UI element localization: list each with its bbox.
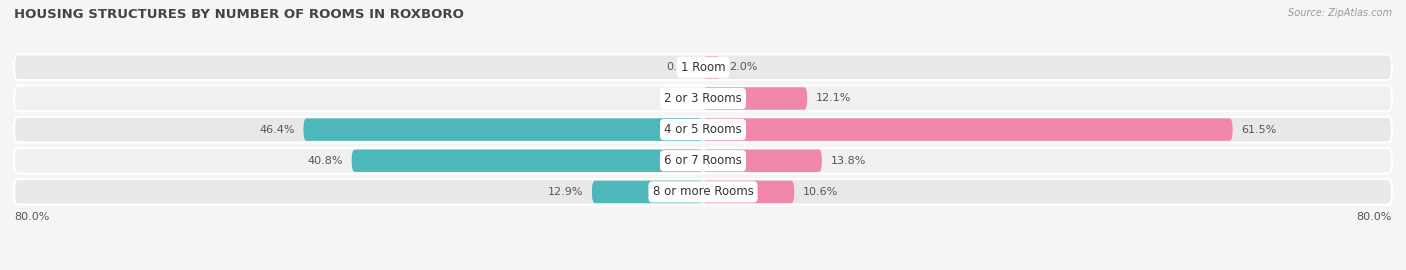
Text: 61.5%: 61.5%: [1241, 124, 1277, 135]
Text: 12.9%: 12.9%: [548, 187, 583, 197]
Text: 10.6%: 10.6%: [803, 187, 838, 197]
Text: 12.1%: 12.1%: [815, 93, 851, 103]
FancyBboxPatch shape: [14, 117, 1392, 142]
FancyBboxPatch shape: [14, 179, 1392, 205]
FancyBboxPatch shape: [703, 118, 1233, 141]
FancyBboxPatch shape: [592, 181, 703, 203]
Text: 2 or 3 Rooms: 2 or 3 Rooms: [664, 92, 742, 105]
Text: 1 Room: 1 Room: [681, 61, 725, 74]
Text: 13.8%: 13.8%: [831, 156, 866, 166]
Text: 40.8%: 40.8%: [308, 156, 343, 166]
Text: 8 or more Rooms: 8 or more Rooms: [652, 185, 754, 198]
FancyBboxPatch shape: [14, 86, 1392, 111]
FancyBboxPatch shape: [703, 56, 720, 79]
FancyBboxPatch shape: [703, 181, 794, 203]
FancyBboxPatch shape: [304, 118, 703, 141]
FancyBboxPatch shape: [14, 55, 1392, 80]
Text: 46.4%: 46.4%: [259, 124, 295, 135]
FancyBboxPatch shape: [14, 148, 1392, 174]
FancyBboxPatch shape: [703, 87, 807, 110]
FancyBboxPatch shape: [703, 150, 823, 172]
Text: 6 or 7 Rooms: 6 or 7 Rooms: [664, 154, 742, 167]
FancyBboxPatch shape: [352, 150, 703, 172]
Text: 80.0%: 80.0%: [1357, 212, 1392, 222]
Text: 4 or 5 Rooms: 4 or 5 Rooms: [664, 123, 742, 136]
Text: 0.0%: 0.0%: [666, 93, 695, 103]
Text: 0.0%: 0.0%: [666, 62, 695, 72]
Text: HOUSING STRUCTURES BY NUMBER OF ROOMS IN ROXBORO: HOUSING STRUCTURES BY NUMBER OF ROOMS IN…: [14, 8, 464, 21]
Text: Source: ZipAtlas.com: Source: ZipAtlas.com: [1288, 8, 1392, 18]
Text: 80.0%: 80.0%: [14, 212, 49, 222]
Text: 2.0%: 2.0%: [728, 62, 758, 72]
